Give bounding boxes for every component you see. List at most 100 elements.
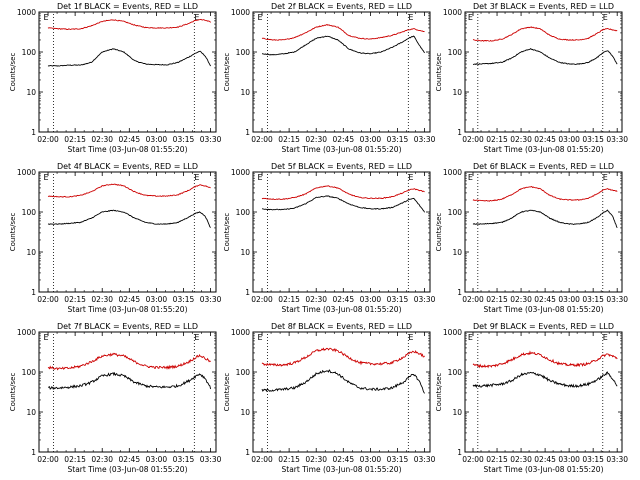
x-tick-label: 03:15 [173, 135, 195, 144]
y-tick-label: 10 [240, 88, 250, 97]
x-tick-label: 03:15 [173, 295, 195, 304]
x-tick-label: 02:45 [332, 295, 354, 304]
events-series-line [261, 369, 425, 394]
x-tick-label: 03:30 [200, 135, 222, 144]
event-marker: E [468, 13, 473, 22]
x-axis-label: Start Time (03-Jun-08 01:55:20) [484, 145, 604, 154]
x-tick-label: 03:30 [606, 135, 628, 144]
event-marker: E [603, 13, 608, 22]
x-axis-label: Start Time (03-Jun-08 01:55:20) [484, 465, 604, 474]
panel-det-2: Det 2f BLACK = Events, RED = LLD 1 10 100 10… [223, 2, 436, 154]
events-series-line [47, 209, 211, 228]
x-tick-label: 02:00 [37, 135, 59, 144]
x-tick-label: 03:00 [360, 455, 382, 464]
y-tick-label: 1000 [17, 8, 36, 17]
x-tick-label: 02:30 [91, 135, 113, 144]
x-tick-label: 02:45 [118, 135, 140, 144]
x-tick-label: 02:00 [251, 455, 273, 464]
x-tick-label: 02:00 [251, 135, 273, 144]
y-tick-label: 1 [31, 448, 36, 457]
y-axis-label: Counts/sec [223, 53, 231, 92]
x-tick-label: 03:00 [558, 135, 580, 144]
x-tick-label: 03:00 [146, 135, 168, 144]
events-series-line [261, 35, 425, 56]
x-tick-label: 02:00 [251, 295, 273, 304]
y-tick-label: 1 [245, 288, 250, 297]
x-tick-label: 02:30 [510, 455, 532, 464]
x-axis-label: Start Time (03-Jun-08 01:55:20) [282, 145, 402, 154]
y-tick-label: 10 [452, 248, 462, 257]
y-tick-label: 1 [245, 128, 250, 137]
y-axis-label: Counts/sec [435, 373, 443, 412]
y-tick-label: 100 [448, 368, 463, 377]
x-tick-label: 02:15 [278, 135, 300, 144]
event-marker: E [408, 333, 413, 342]
x-tick-label: 02:15 [486, 135, 508, 144]
x-tick-label: 03:15 [582, 295, 604, 304]
y-tick-label: 1 [245, 448, 250, 457]
chart-title: Det 4f BLACK = Events, RED = LLD [57, 162, 198, 171]
event-marker: E [194, 13, 199, 22]
chart-title: Det 6f BLACK = Events, RED = LLD [473, 162, 614, 171]
y-axis-label: Counts/sec [435, 213, 443, 252]
panel-det-8: Det 8f BLACK = Events, RED = LLD 1 10 100 10… [223, 322, 436, 474]
lld-series-line [472, 350, 618, 369]
x-tick-label: 02:45 [534, 295, 556, 304]
x-tick-label: 02:45 [534, 455, 556, 464]
x-tick-label: 02:15 [486, 295, 508, 304]
x-axis-label: Start Time (03-Jun-08 01:55:20) [68, 465, 188, 474]
y-tick-label: 100 [22, 208, 37, 217]
panel-det-3: Det 3f BLACK = Events, RED = LLD 1 10 100 10… [435, 2, 628, 154]
events-series-line [472, 209, 618, 229]
y-tick-label: 100 [22, 48, 37, 57]
y-tick-label: 1000 [231, 328, 250, 337]
event-marker: E [43, 333, 48, 342]
y-tick-label: 100 [448, 48, 463, 57]
y-axis-label: Counts/sec [435, 53, 443, 92]
y-tick-label: 1000 [17, 328, 36, 337]
lld-series-line [261, 23, 425, 41]
x-tick-label: 03:30 [414, 455, 436, 464]
event-marker: E [257, 13, 262, 22]
x-tick-label: 03:00 [558, 455, 580, 464]
events-series-line [472, 371, 618, 389]
chart-title: Det 5f BLACK = Events, RED = LLD [271, 162, 412, 171]
x-tick-label: 03:00 [360, 295, 382, 304]
plot-frame [252, 171, 431, 293]
plot-frame [464, 11, 623, 133]
y-tick-label: 10 [240, 408, 250, 417]
event-marker: E [257, 173, 262, 182]
x-tick-label: 03:30 [414, 135, 436, 144]
lld-series-line [472, 26, 618, 42]
chart-title: Det 2f BLACK = Events, RED = LLD [271, 2, 412, 11]
y-tick-label: 10 [26, 248, 36, 257]
panel-det-9: Det 9f BLACK = Events, RED = LLD 1 10 100 10… [435, 322, 628, 474]
x-tick-label: 02:15 [64, 135, 86, 144]
event-marker: E [603, 333, 608, 342]
x-axis-label: Start Time (03-Jun-08 01:55:20) [68, 305, 188, 314]
events-series-line [48, 371, 212, 391]
y-axis-label: Counts/sec [9, 373, 17, 412]
x-tick-label: 02:00 [462, 135, 484, 144]
y-axis-label: Counts/sec [223, 213, 231, 252]
lld-series-line [47, 352, 211, 371]
plot-frame [464, 171, 623, 293]
panel-det-1: Det 1f BLACK = Events, RED = LLD 1 10 100 10… [9, 2, 222, 154]
x-tick-label: 03:30 [200, 455, 222, 464]
x-tick-label: 02:30 [91, 295, 113, 304]
lld-series-line [47, 183, 211, 198]
y-axis-label: Counts/sec [223, 373, 231, 412]
x-tick-label: 02:15 [486, 455, 508, 464]
y-tick-label: 100 [448, 208, 463, 217]
y-tick-label: 1000 [231, 168, 250, 177]
y-tick-label: 1 [457, 128, 462, 137]
x-tick-label: 03:00 [146, 455, 168, 464]
events-series-line [262, 195, 425, 213]
plot-frame [252, 331, 431, 453]
y-axis-label: Counts/sec [9, 53, 17, 92]
y-tick-label: 100 [22, 368, 37, 377]
event-marker: E [194, 173, 199, 182]
x-tick-label: 03:15 [387, 455, 409, 464]
lld-series-line [472, 185, 618, 202]
